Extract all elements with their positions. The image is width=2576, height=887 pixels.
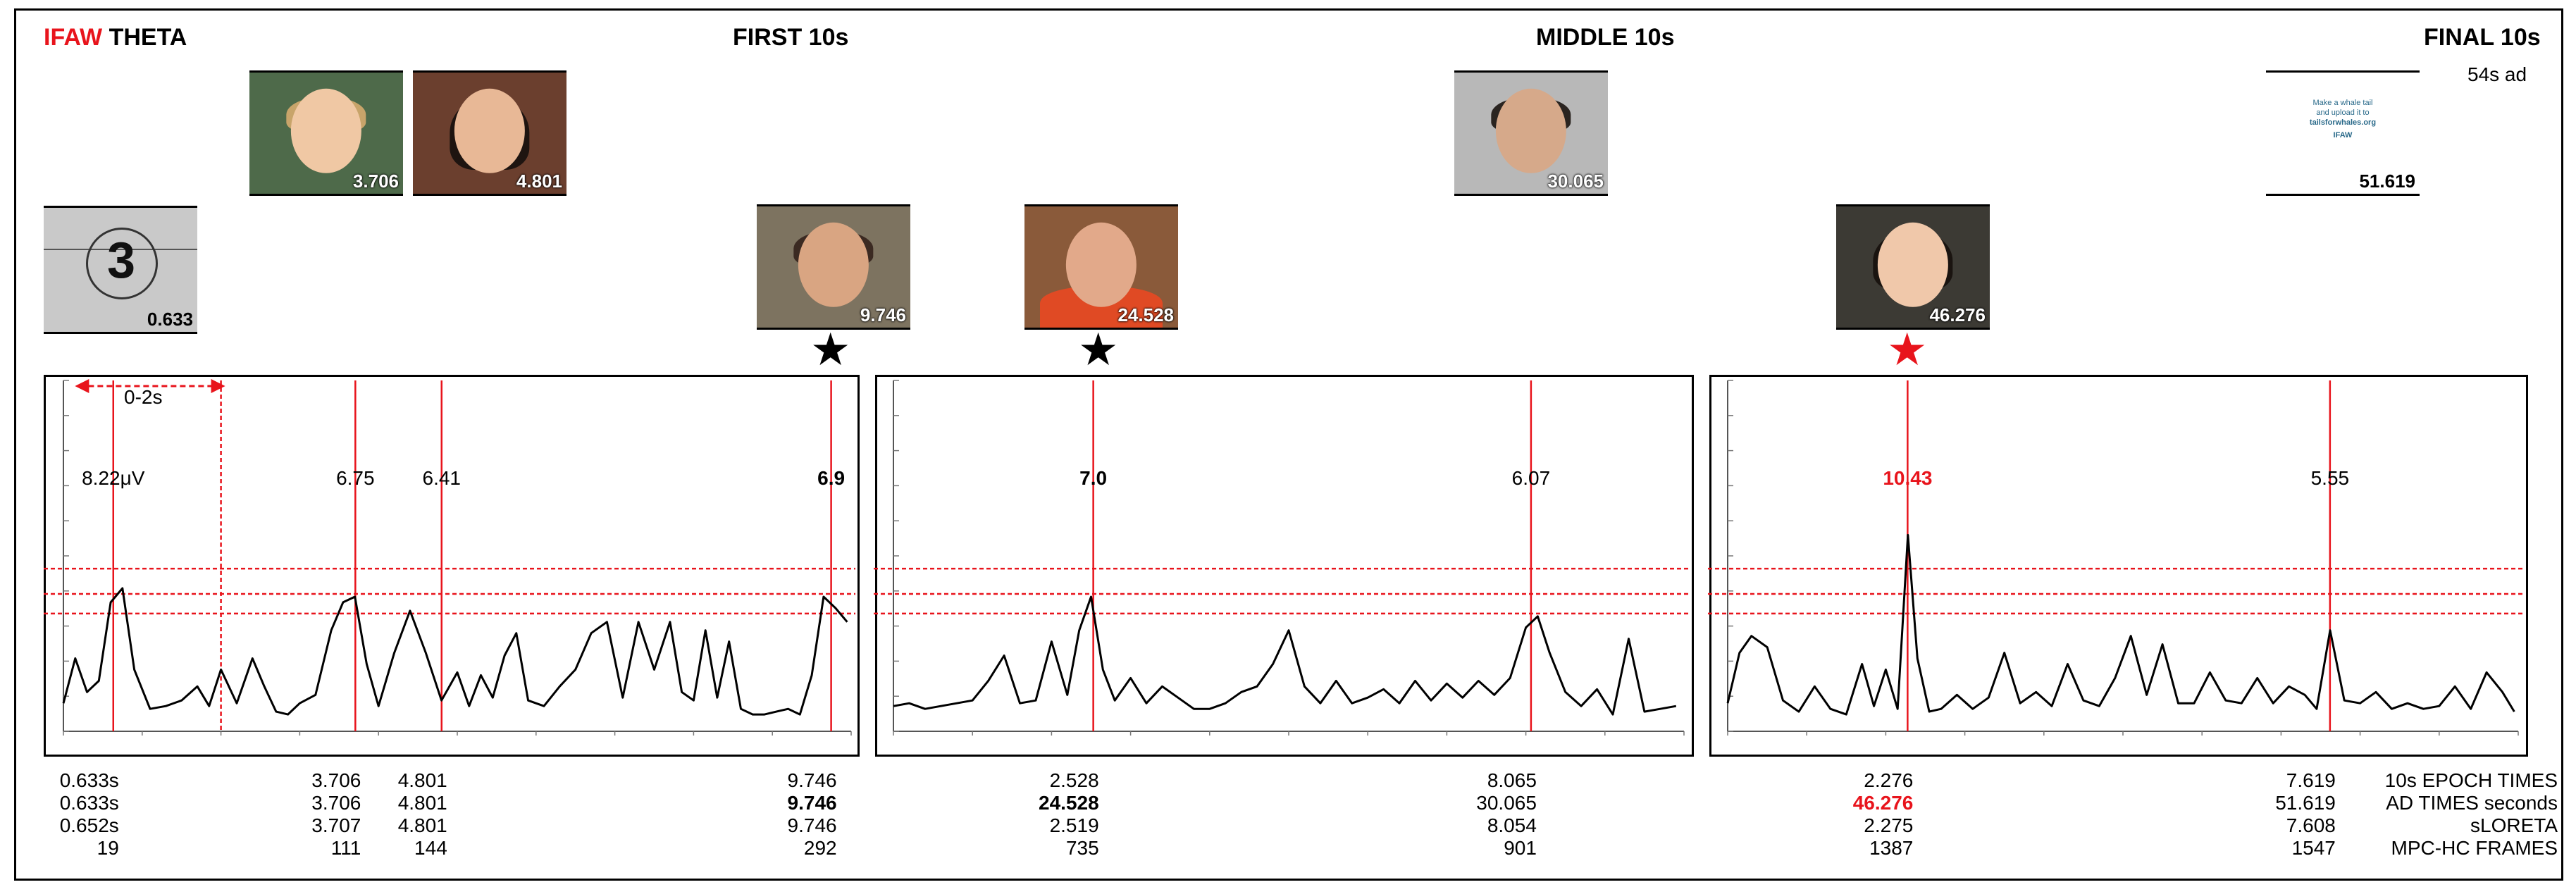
countdown-thumbnail: 3 0.633 (44, 206, 197, 334)
table-cell: 4.801 (397, 814, 447, 836)
table-cell: 7.608 (2286, 814, 2336, 836)
table-cell: 2.276 (1864, 769, 1914, 791)
countdown-digit: 3 (107, 232, 136, 289)
figure-title: IFAW THETA (44, 24, 187, 51)
thumbnail-time-label: 51.619 (2359, 170, 2415, 192)
chart-panel-final (1709, 375, 2528, 757)
thumbnail-time-label: 46.276 (1929, 304, 1986, 325)
table-cell: 4.801 (397, 769, 447, 791)
peak-amplitude-label: 5.55 (2311, 467, 2350, 489)
star-icon: ★ (810, 324, 851, 375)
final-section-title: FINAL 10s (2424, 24, 2541, 51)
range-arrow-head (211, 379, 225, 393)
eeg-trace (893, 595, 1677, 716)
table-cell: 2.519 (1049, 814, 1099, 836)
table-cell: 0.652s (59, 814, 119, 836)
table-cell: 3.706 (311, 769, 361, 791)
table-cell: 901 (1504, 837, 1537, 859)
band-label: THETA (109, 24, 187, 51)
star-icon: ★ (1078, 324, 1119, 375)
face-shape (290, 88, 362, 173)
table-cell: 9.746 (787, 792, 837, 814)
table-cell: 8.065 (1487, 769, 1537, 791)
thumbnail-time-label: 24.528 (1117, 304, 1174, 325)
woman-thumbnail: 4.801 (413, 70, 566, 196)
thumbnail-time-label: 3.706 (352, 170, 399, 192)
face-shape (1877, 222, 1949, 307)
end-card-thumbnail: Make a whale tail and upload it to tails… (2266, 70, 2420, 196)
peak-amplitude-label: 6.75 (336, 467, 375, 489)
table-cell: 3.706 (311, 792, 361, 814)
table-row-label: 10s EPOCH TIMES (2384, 769, 2558, 791)
bald-man-thumbnail: 24.528 (1024, 204, 1178, 330)
table-cell: 7.619 (2286, 769, 2336, 791)
brand-label: IFAW (44, 24, 103, 51)
table-cell: 8.054 (1487, 814, 1537, 836)
peak-amplitude-label: 7.0 (1079, 467, 1107, 489)
face-shape (798, 222, 869, 307)
table-cell: 30.065 (1476, 792, 1537, 814)
face-shape (1065, 222, 1137, 307)
table-cell: 1547 (2291, 837, 2336, 859)
table-cell: 2.528 (1049, 769, 1099, 791)
child-thumbnail: 3.706 (249, 70, 403, 196)
middle-section-title: MIDDLE 10s (1536, 24, 1675, 51)
smiling-man-thumbnail: 30.065 (1454, 70, 1608, 196)
table-cell: 19 (97, 837, 119, 859)
range-arrow-head (75, 379, 89, 393)
table-cell: 0.633s (59, 792, 119, 814)
chart-panel-first (44, 375, 860, 757)
table-cell: 24.528 (1039, 792, 1099, 814)
table-cell: 46.276 (1852, 792, 1914, 814)
eeg-trace (62, 587, 848, 716)
table-cell: 9.746 (787, 769, 837, 791)
chart-panel-middle (875, 375, 1694, 757)
table-cell: 292 (803, 837, 837, 859)
ad-length-label: 54s ad (2467, 63, 2527, 85)
peak-amplitude-label: 6.9 (817, 467, 845, 489)
table-cell: 51.619 (2275, 792, 2336, 814)
table-row-label: sLORETA (2470, 814, 2558, 836)
figure-frame (14, 8, 2563, 881)
first-section-title: FIRST 10s (733, 24, 849, 51)
end-card-text: Make a whale tail and upload it to tails… (2309, 99, 2377, 139)
table-cell: 144 (414, 837, 447, 859)
thumbnail-time-label: 30.065 (1547, 170, 1604, 192)
range-label: 0-2s (124, 386, 163, 408)
woman-smiling-thumbnail: 46.276 (1836, 204, 1990, 330)
table-cell: 3.707 (311, 814, 361, 836)
thumbnail-time-label: 0.633 (147, 309, 193, 330)
peak-amplitude-label: 8.22μV (82, 467, 145, 489)
countdown-circle (86, 228, 158, 299)
table-row-label: MPC-HC FRAMES (2391, 837, 2558, 859)
peak-amplitude-label: 10.43 (1883, 467, 1932, 489)
thumbnail-time-label: 9.746 (860, 304, 906, 325)
face-shape (1495, 88, 1567, 173)
star-icon: ★ (1887, 324, 1928, 375)
face-shape (454, 88, 526, 173)
table-cell: 4.801 (397, 792, 447, 814)
table-cell: 735 (1065, 837, 1099, 859)
eeg-trace (1726, 533, 2515, 716)
table-cell: 9.746 (787, 814, 837, 836)
table-cell: 2.275 (1864, 814, 1914, 836)
table-cell: 0.633s (59, 769, 119, 791)
thumbnail-time-label: 4.801 (516, 170, 562, 192)
table-cell: 111 (330, 837, 361, 859)
peak-amplitude-label: 6.41 (423, 467, 462, 489)
bearded-man-thumbnail: 9.746 (757, 204, 910, 330)
peak-amplitude-label: 6.07 (1512, 467, 1551, 489)
table-row-label: AD TIMES seconds (2386, 792, 2558, 814)
table-cell: 1387 (1869, 837, 1914, 859)
